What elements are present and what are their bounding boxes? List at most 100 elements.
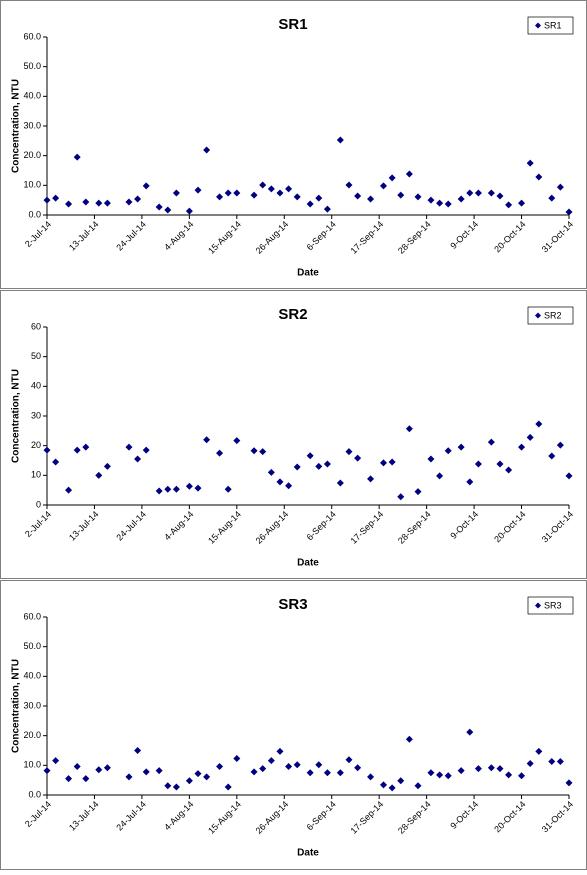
legend-label: SR1 (544, 20, 562, 30)
data-point (526, 159, 534, 167)
data-point (535, 420, 543, 428)
data-point (95, 471, 103, 479)
data-point (43, 196, 51, 204)
data-point (306, 200, 314, 208)
data-point (414, 488, 422, 496)
data-point (216, 193, 224, 201)
y-axis-label: Concentration, NTU (11, 659, 22, 753)
data-point (548, 452, 556, 460)
y-tick-label: 40.0 (23, 91, 41, 101)
data-point (306, 452, 314, 460)
data-point (526, 433, 534, 441)
data-point (466, 189, 474, 197)
legend-box (527, 16, 574, 35)
data-point (306, 769, 314, 777)
chart-title: SR3 (278, 596, 307, 613)
data-point (250, 447, 258, 455)
data-point (457, 195, 465, 203)
data-point (82, 443, 90, 451)
data-point (125, 443, 133, 451)
y-tick-label: 20.0 (23, 730, 41, 740)
data-point (65, 486, 73, 494)
data-point (466, 728, 474, 736)
y-tick-label: 20.0 (23, 150, 41, 160)
data-point (203, 436, 211, 444)
data-point (185, 482, 193, 490)
data-point (52, 757, 60, 765)
data-point (276, 747, 284, 755)
data-point (233, 189, 241, 197)
data-point (436, 771, 444, 779)
data-point (73, 446, 81, 454)
data-point (427, 769, 435, 777)
data-point (164, 485, 172, 493)
data-point (367, 195, 375, 203)
data-point (164, 206, 172, 214)
data-point (194, 770, 202, 778)
y-tick-label: 0.0 (28, 209, 41, 219)
data-point (276, 478, 284, 486)
legend-box (527, 596, 574, 615)
data-point (548, 194, 556, 202)
data-point (172, 485, 180, 493)
x-axis-label: Date (297, 268, 319, 279)
data-point (474, 765, 482, 773)
data-point (95, 199, 103, 207)
data-point (142, 182, 150, 190)
panel-frame (0, 0, 587, 289)
data-point (285, 763, 293, 771)
data-point (73, 153, 81, 161)
data-point (285, 482, 293, 490)
data-point (436, 472, 444, 480)
data-point (43, 767, 51, 775)
data-point (103, 462, 111, 470)
data-point (397, 777, 405, 785)
data-point (276, 189, 284, 197)
data-point (172, 189, 180, 197)
y-tick-label: 50.0 (23, 61, 41, 71)
data-point (194, 186, 202, 194)
data-point (487, 438, 495, 446)
data-point (82, 198, 90, 206)
data-point (293, 463, 301, 471)
data-point (336, 136, 344, 144)
data-point (134, 747, 142, 754)
data-point (267, 185, 275, 193)
data-point (379, 781, 387, 789)
data-point (315, 761, 323, 769)
data-point (216, 449, 224, 457)
y-tick-label: 60.0 (23, 611, 41, 621)
data-point (216, 763, 224, 771)
data-point (233, 437, 241, 445)
y-tick-label: 30.0 (23, 120, 41, 130)
y-tick-label: 50 (31, 351, 41, 361)
data-point (535, 747, 543, 755)
data-point (518, 772, 526, 780)
data-point (259, 181, 267, 189)
y-tick-label: 40.0 (23, 671, 41, 681)
data-point (444, 447, 452, 455)
data-point (125, 198, 133, 206)
data-point (250, 191, 258, 199)
data-point (285, 185, 293, 193)
data-point (134, 455, 142, 463)
legend-marker (535, 22, 541, 29)
x-axis-label: Date (297, 848, 319, 859)
data-point (444, 772, 452, 780)
data-point (336, 479, 344, 487)
data-point (505, 201, 513, 209)
data-point (315, 194, 323, 202)
data-point (250, 768, 258, 776)
data-point (52, 194, 60, 202)
data-point (505, 466, 513, 474)
data-point (457, 443, 465, 451)
data-point (259, 448, 267, 456)
data-point (388, 458, 396, 466)
y-tick-label: 30.0 (23, 700, 41, 710)
y-tick-label: 0 (36, 499, 41, 509)
legend-box (527, 306, 574, 325)
data-point (134, 195, 142, 203)
data-point (323, 460, 331, 468)
data-point (142, 768, 150, 776)
data-point (379, 182, 387, 190)
